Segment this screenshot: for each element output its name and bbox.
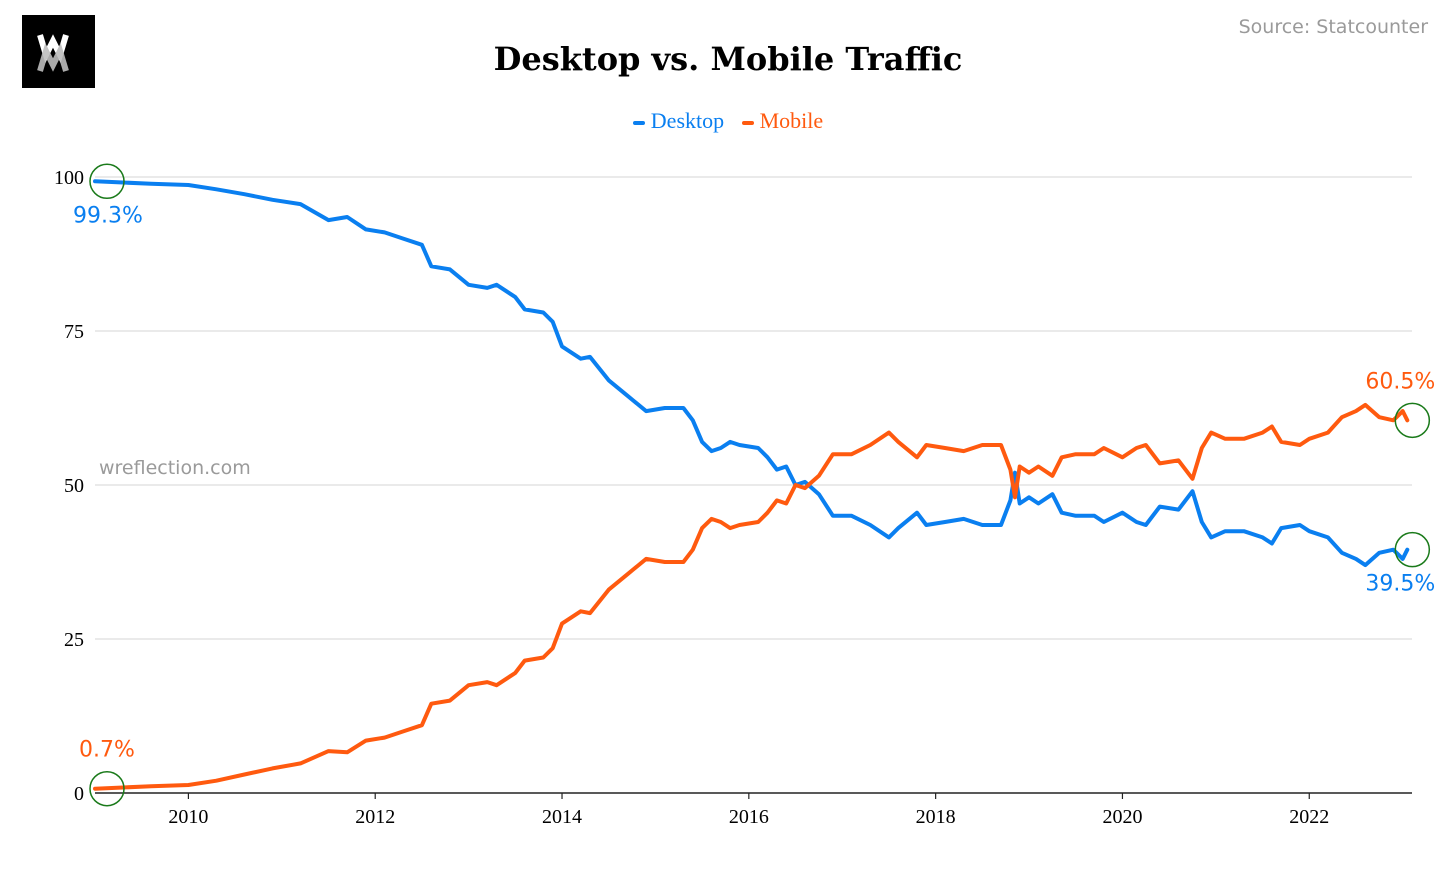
x-axis: 2010 2012 2014 2016 2018 2020 2022 <box>95 792 1412 828</box>
y-tick-label: 0 <box>74 783 84 805</box>
annotations: 99.3% 0.7% 60.5% 39.5% <box>73 163 1435 807</box>
annotation-label: 60.5% <box>1365 369 1435 394</box>
y-axis: 0 25 50 75 100 <box>54 167 84 805</box>
series-lines <box>93 179 1410 791</box>
y-tick-label: 100 <box>54 167 84 189</box>
source-label: Source: Statcounter <box>1238 16 1428 38</box>
annotation-label: 39.5% <box>1365 572 1435 597</box>
x-tick-label: 2020 <box>1102 806 1142 828</box>
annotation-label: 99.3% <box>73 203 143 228</box>
y-tick-label: 25 <box>64 629 84 651</box>
highlight-circle <box>1394 402 1431 439</box>
highlight-circle <box>89 770 125 807</box>
series-line-desktop[interactable] <box>93 179 1410 568</box>
legend-label-desktop: Desktop <box>650 108 725 133</box>
chart-title: Desktop vs. Mobile Traffic <box>493 40 963 78</box>
logo <box>22 15 95 88</box>
x-tick-label: 2016 <box>729 806 769 828</box>
x-tick-label: 2012 <box>355 806 395 828</box>
grid-lines <box>95 176 1412 640</box>
x-tick-label: 2014 <box>542 806 582 828</box>
watermark: wreflection.com <box>99 457 251 479</box>
highlight-circle <box>89 163 125 200</box>
wm-logo-icon <box>37 34 69 72</box>
legend-swatch-mobile <box>741 120 754 125</box>
legend-item-desktop[interactable]: Desktop <box>632 108 725 134</box>
y-tick-label: 50 <box>64 475 84 497</box>
legend-item-mobile[interactable]: Mobile <box>741 108 824 134</box>
legend: Desktop Mobile <box>0 108 1456 134</box>
x-tick-label: 2018 <box>916 806 956 828</box>
legend-swatch-desktop <box>632 120 645 125</box>
highlight-circle <box>1394 531 1431 568</box>
annotation-label: 0.7% <box>79 738 135 763</box>
series-line-mobile[interactable] <box>93 402 1410 791</box>
x-tick-label: 2010 <box>168 806 208 828</box>
legend-label-mobile: Mobile <box>759 108 824 133</box>
y-tick-label: 75 <box>64 321 84 343</box>
x-tick-label: 2022 <box>1289 806 1329 828</box>
